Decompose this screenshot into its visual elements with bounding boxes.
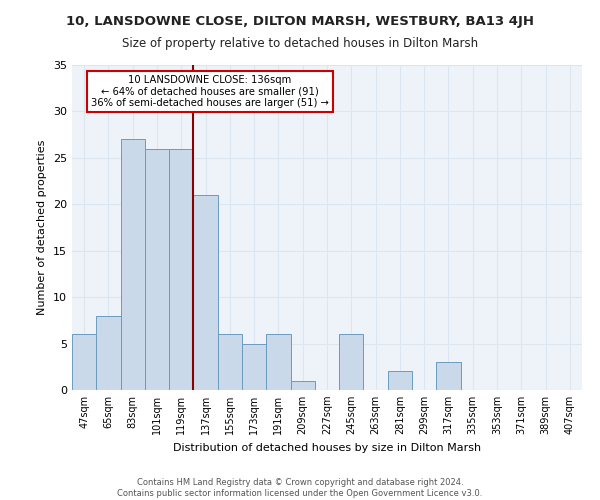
Bar: [193, 195, 218, 390]
Text: Contains HM Land Registry data © Crown copyright and database right 2024.
Contai: Contains HM Land Registry data © Crown c…: [118, 478, 482, 498]
Bar: [72, 334, 96, 390]
Bar: [388, 372, 412, 390]
Bar: [169, 148, 193, 390]
Bar: [266, 334, 290, 390]
Bar: [290, 380, 315, 390]
Bar: [339, 334, 364, 390]
X-axis label: Distribution of detached houses by size in Dilton Marsh: Distribution of detached houses by size …: [173, 442, 481, 452]
Y-axis label: Number of detached properties: Number of detached properties: [37, 140, 47, 315]
Bar: [436, 362, 461, 390]
Bar: [242, 344, 266, 390]
Text: 10 LANSDOWNE CLOSE: 136sqm
← 64% of detached houses are smaller (91)
36% of semi: 10 LANSDOWNE CLOSE: 136sqm ← 64% of deta…: [91, 74, 329, 108]
Text: 10, LANSDOWNE CLOSE, DILTON MARSH, WESTBURY, BA13 4JH: 10, LANSDOWNE CLOSE, DILTON MARSH, WESTB…: [66, 15, 534, 28]
Text: Size of property relative to detached houses in Dilton Marsh: Size of property relative to detached ho…: [122, 38, 478, 51]
Bar: [121, 140, 145, 390]
Bar: [218, 334, 242, 390]
Bar: [96, 316, 121, 390]
Bar: [145, 148, 169, 390]
